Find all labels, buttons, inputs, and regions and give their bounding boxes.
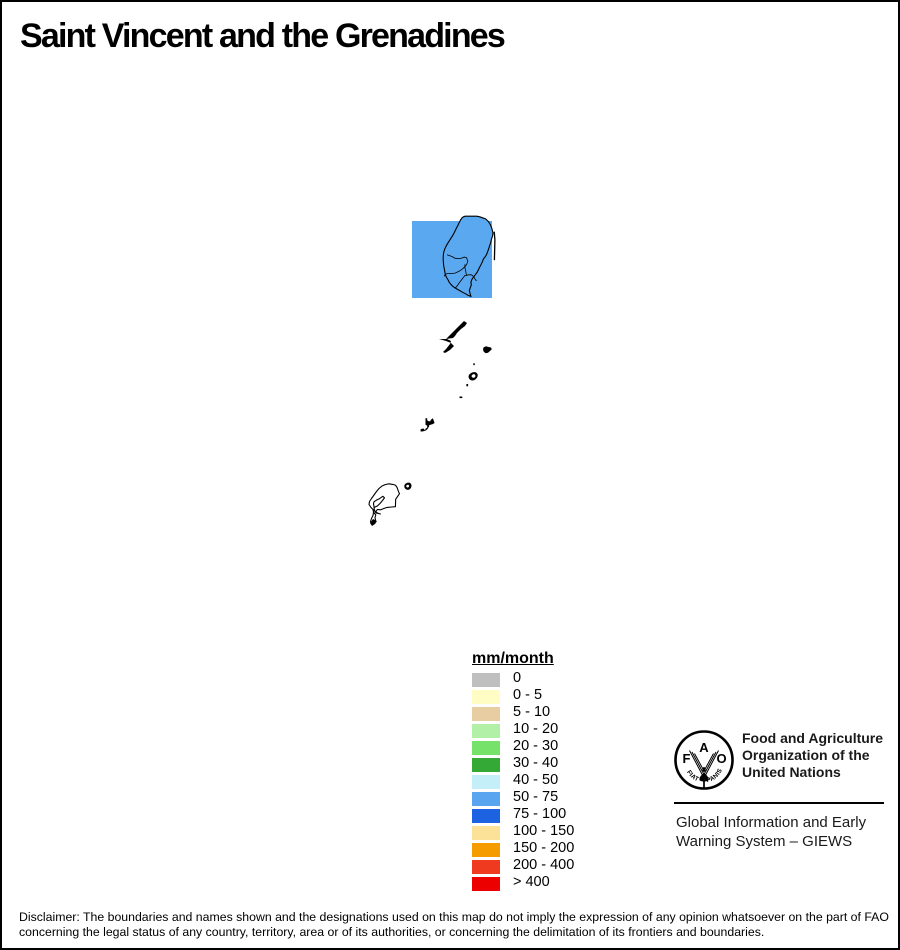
svg-text:F: F — [683, 751, 691, 766]
svg-text:FIAT: FIAT — [685, 769, 700, 783]
svg-text:O: O — [716, 751, 726, 766]
svg-text:A: A — [699, 740, 709, 755]
